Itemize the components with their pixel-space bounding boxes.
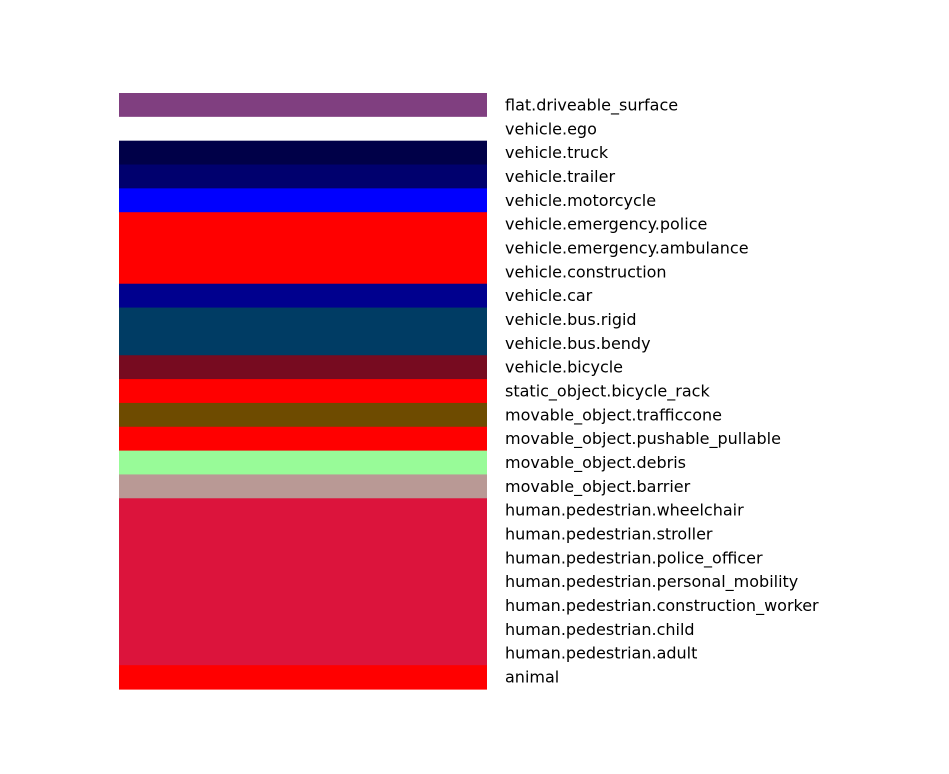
color-swatch <box>119 617 487 642</box>
color-swatch <box>119 593 487 619</box>
color-swatch <box>119 116 487 142</box>
color-swatch <box>119 188 487 213</box>
class-label: human.pedestrian.police_officer <box>505 548 763 568</box>
class-label: vehicle.truck <box>505 143 609 162</box>
class-label: vehicle.bicycle <box>505 358 623 377</box>
class-label: human.pedestrian.personal_mobility <box>505 572 798 592</box>
color-swatch <box>119 569 487 595</box>
class-label: human.pedestrian.adult <box>505 644 697 663</box>
class-label: movable_object.pushable_pullable <box>505 429 781 449</box>
color-swatch <box>119 474 487 499</box>
class-label: human.pedestrian.construction_worker <box>505 596 819 616</box>
class-label: vehicle.car <box>505 286 593 305</box>
color-swatch <box>119 379 487 404</box>
color-swatch <box>119 402 487 428</box>
class-label: animal <box>505 668 559 687</box>
class-label: flat.driveable_surface <box>505 95 678 115</box>
class-label: vehicle.motorcycle <box>505 191 656 210</box>
color-swatch <box>119 212 487 237</box>
color-swatch <box>119 355 487 380</box>
color-swatch <box>119 259 487 285</box>
class-label: vehicle.bus.bendy <box>505 334 651 353</box>
color-swatch <box>119 426 487 452</box>
color-swatch <box>119 450 487 476</box>
color-swatch <box>119 236 487 261</box>
class-label: static_object.bicycle_rack <box>505 382 710 402</box>
color-swatch <box>119 665 487 690</box>
color-swatch <box>119 307 487 332</box>
color-swatch <box>119 498 487 523</box>
color-swatch <box>119 140 487 166</box>
class-label: movable_object.barrier <box>505 477 691 497</box>
class-label: vehicle.bus.rigid <box>505 310 637 329</box>
class-label: vehicle.construction <box>505 262 667 281</box>
color-swatch <box>119 283 487 309</box>
class-label: movable_object.debris <box>505 453 686 473</box>
class-label: human.pedestrian.wheelchair <box>505 501 744 520</box>
class-label: human.pedestrian.child <box>505 620 695 639</box>
class-label: vehicle.trailer <box>505 167 615 186</box>
color-swatch <box>119 641 487 666</box>
color-swatch <box>119 164 487 189</box>
color-swatches <box>119 93 487 690</box>
class-label: vehicle.emergency.ambulance <box>505 238 749 257</box>
class-labels: flat.driveable_surface vehicle.ego vehicle… <box>505 95 819 686</box>
color-swatch <box>119 93 487 118</box>
class-label: movable_object.trafficcone <box>505 405 722 425</box>
class-label: human.pedestrian.stroller <box>505 525 713 544</box>
color-swatch <box>119 545 487 571</box>
class-label: vehicle.emergency.police <box>505 215 707 234</box>
class-label: vehicle.ego <box>505 119 597 138</box>
color-swatch <box>119 331 487 356</box>
color-swatch <box>119 522 487 547</box>
